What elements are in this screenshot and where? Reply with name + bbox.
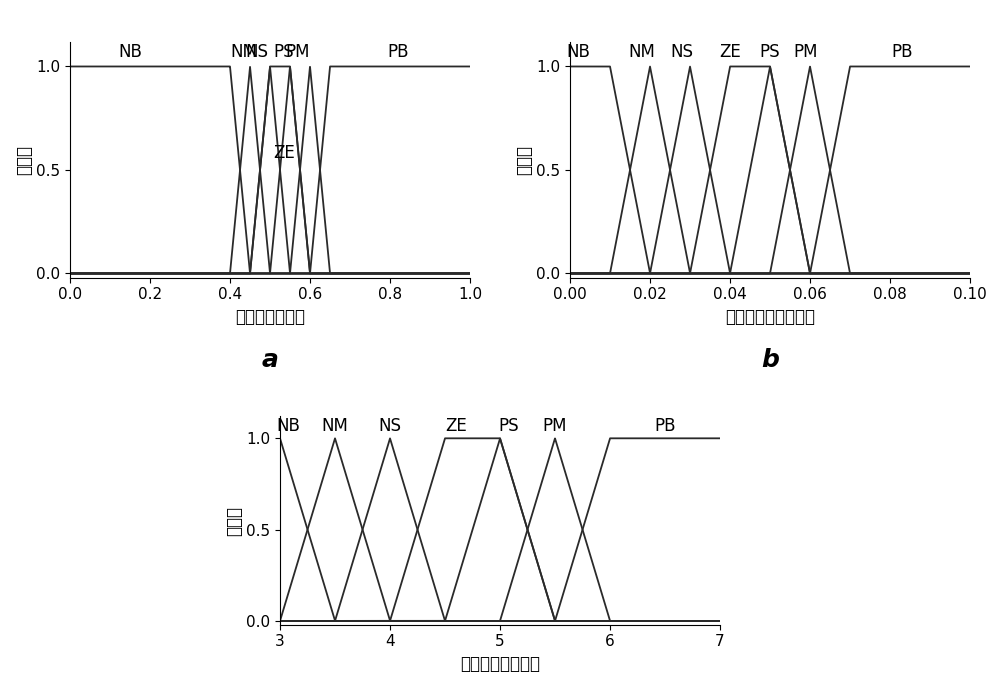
Text: PS: PS [760, 43, 780, 61]
Text: ZE: ZE [445, 417, 467, 435]
Text: PM: PM [794, 43, 818, 61]
Text: NS: NS [378, 417, 402, 435]
Text: ZE: ZE [719, 43, 741, 61]
Text: NB: NB [277, 417, 301, 435]
Text: NM: NM [231, 43, 257, 61]
Y-axis label: 隶属度: 隶属度 [515, 144, 533, 175]
Text: PM: PM [543, 417, 567, 435]
X-axis label: 陶瓷低阵火花放电率: 陶瓷低阵火花放电率 [725, 308, 815, 326]
Text: PS: PS [498, 417, 519, 435]
Text: PB: PB [654, 417, 676, 435]
Text: a: a [262, 348, 278, 373]
Text: NS: NS [670, 43, 694, 61]
Text: NB: NB [566, 43, 590, 61]
Text: NS: NS [246, 43, 269, 61]
Text: b: b [761, 348, 779, 373]
X-axis label: 陶瓷伺服参考电压: 陶瓷伺服参考电压 [460, 655, 540, 673]
Text: PM: PM [285, 43, 309, 61]
Text: NM: NM [322, 417, 348, 435]
Text: PB: PB [387, 43, 409, 61]
X-axis label: 陶瓷涂层开路率: 陶瓷涂层开路率 [235, 308, 305, 326]
Text: PB: PB [891, 43, 913, 61]
Y-axis label: 隶属度: 隶属度 [225, 505, 243, 536]
Text: PS: PS [274, 43, 294, 61]
Text: NB: NB [118, 43, 142, 61]
Y-axis label: 隶属度: 隶属度 [15, 144, 33, 175]
Text: NM: NM [629, 43, 655, 61]
Text: ZE: ZE [273, 144, 295, 162]
